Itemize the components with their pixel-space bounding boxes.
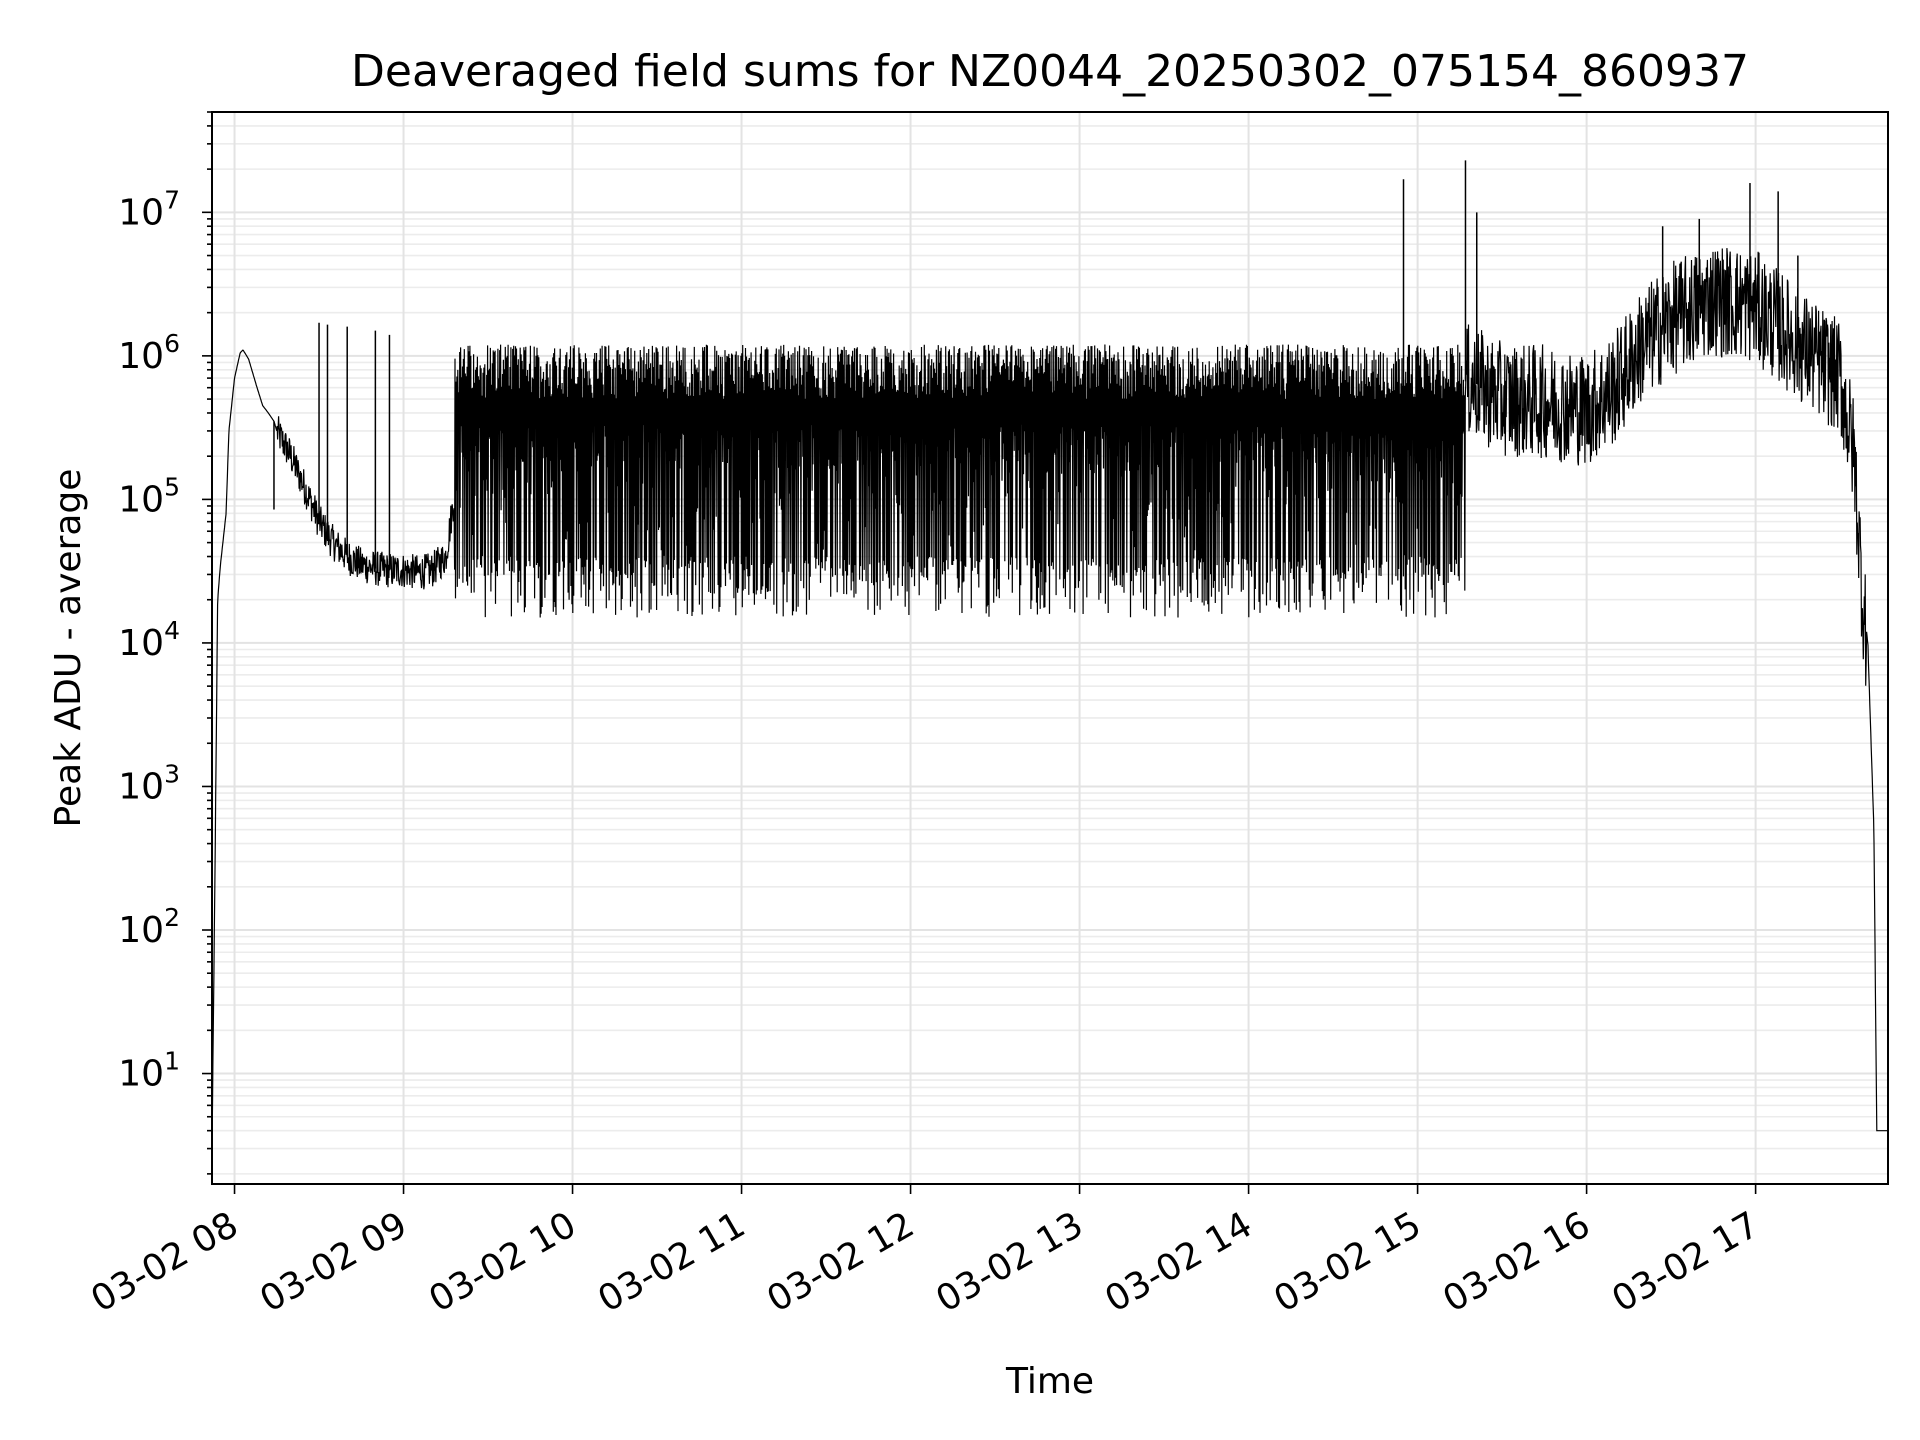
chart-title: Deaveraged field sums for NZ0044_2025030… xyxy=(351,46,1749,97)
x-axis-label: Time xyxy=(1005,1361,1094,1402)
y-axis-label: Peak ADU - average xyxy=(48,469,89,828)
